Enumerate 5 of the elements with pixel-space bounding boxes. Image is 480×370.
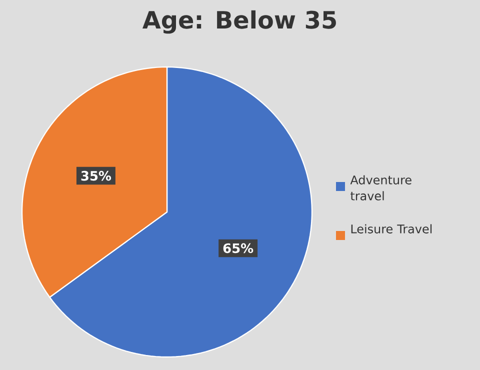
- data-label: 65%: [223, 243, 254, 254]
- legend-label: Leisure Travel: [351, 224, 432, 234]
- legend-label: Adventure travel: [350, 175, 412, 200]
- data-label: 35%: [81, 170, 112, 181]
- chart-title: Age: Below 35: [142, 10, 336, 34]
